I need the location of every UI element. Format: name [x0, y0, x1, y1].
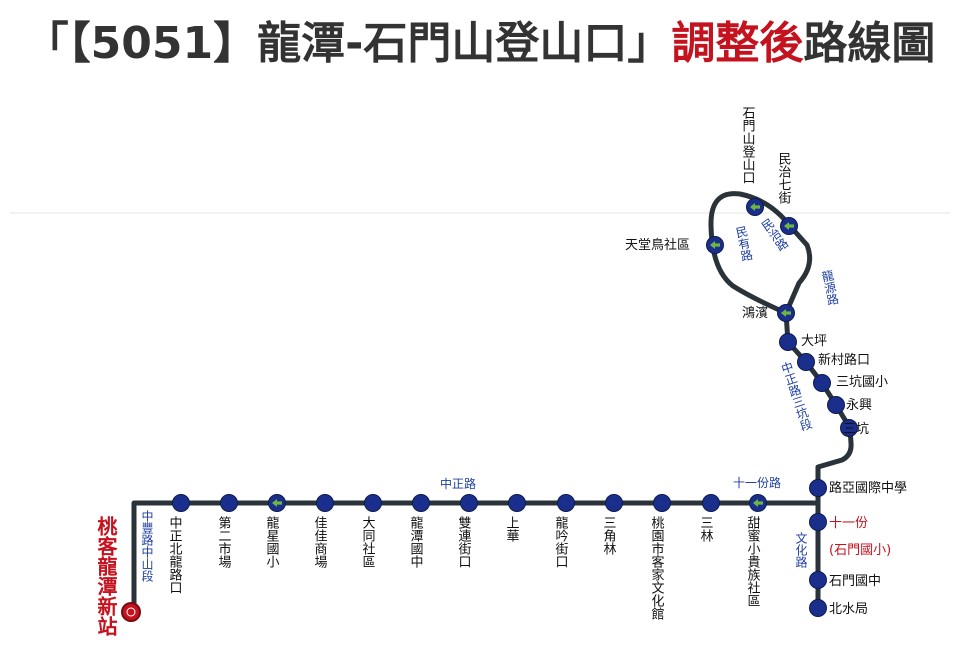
- stop-s15[interactable]: [809, 513, 827, 531]
- bus-stop-icon: [813, 374, 831, 392]
- stop-label-s20: 三坑國小: [836, 375, 888, 390]
- stop-s21[interactable]: [797, 353, 815, 371]
- stop-s24[interactable]: [706, 236, 724, 254]
- stops-layer: 中正北龍路口 第二市場 龍星國小 佳佳商場 大同社區 龍潭國中 雙連街口 上華 龍吟街口 三角林 桃…: [167, 106, 908, 620]
- bus-stop-icon: [557, 494, 575, 512]
- title-part-route: 「【5051】龍潭-石門山登山口」: [24, 18, 672, 69]
- stop-label-s19: 永興: [846, 398, 872, 413]
- road-label-minyou: 民有路: [733, 225, 754, 264]
- transfer-arrow-icon: [750, 203, 760, 211]
- stop-s9[interactable]: [557, 494, 575, 512]
- title-part-map: 路線圖: [803, 18, 936, 69]
- title-part-adjusted: 調整後: [671, 18, 804, 69]
- road-label-wenhua: 文化路: [794, 531, 808, 569]
- stop-label-s5: 大同社區: [360, 516, 376, 568]
- transfer-arrow-icon: [272, 499, 282, 507]
- bus-stop-icon: [840, 419, 858, 437]
- stop-s26[interactable]: [780, 217, 798, 235]
- bus-stop-icon: [809, 513, 827, 531]
- stop-s12[interactable]: [702, 494, 720, 512]
- stop-label-s24: 天堂鳥社區: [625, 237, 690, 253]
- bus-stop-icon: [827, 396, 845, 414]
- bus-stop-icon: [809, 571, 827, 589]
- bus-stop-icon: [220, 494, 238, 512]
- bus-stop-icon: [702, 494, 720, 512]
- stop-label-s9: 龍吟街口: [553, 515, 569, 568]
- terminal-label: 桃客龍潭新站: [94, 516, 118, 636]
- terminal-stop-icon: [121, 602, 141, 622]
- transfer-arrow-icon: [784, 222, 794, 230]
- stop-s14[interactable]: [809, 479, 827, 497]
- bus-stop-icon: [172, 494, 190, 512]
- stop-s18[interactable]: [840, 419, 858, 437]
- stop-s2[interactable]: [220, 494, 238, 512]
- stop-label-s2: 第二市場: [216, 516, 232, 568]
- bus-stop-icon: [653, 494, 671, 512]
- stop-s19[interactable]: [827, 396, 845, 414]
- stop-s7[interactable]: [460, 494, 478, 512]
- stop-label-s26: 民治七街: [776, 152, 792, 204]
- terminal-ring: [126, 607, 136, 617]
- stop-label-s13: 甜蜜小貴族社區: [745, 515, 761, 607]
- stop-label-s4: 佳佳商場: [312, 516, 328, 568]
- stop-s8[interactable]: [508, 494, 526, 512]
- stop-s16[interactable]: [809, 571, 827, 589]
- stop-s20[interactable]: [813, 374, 831, 392]
- stop-s13[interactable]: [749, 494, 767, 512]
- stop-s10[interactable]: [605, 494, 623, 512]
- road-label-shiyifen: 十一份路: [733, 475, 781, 490]
- stop-label-s1: 中正北龍路口: [167, 516, 183, 594]
- stop-label-s21: 新村路口: [818, 352, 870, 368]
- bus-stop-icon: [797, 353, 815, 371]
- terminal-stop[interactable]: [121, 602, 141, 622]
- stop-label-s3: 龍星國小: [264, 515, 280, 569]
- stop-label-s17: 北水局: [829, 602, 868, 617]
- bus-stop-icon: [779, 333, 797, 351]
- stop-label-s14: 路亞國際中學: [829, 480, 907, 496]
- stop-s5[interactable]: [364, 494, 382, 512]
- bus-stop-icon: [460, 494, 478, 512]
- stop-label-s11: 桃園市客家文化館: [649, 516, 665, 620]
- transfer-arrow-icon: [781, 309, 791, 317]
- transfer-arrow-icon: [753, 499, 763, 507]
- road-label-longyuan: 龍源路: [819, 267, 841, 307]
- bus-stop-icon: [508, 494, 526, 512]
- stop-s6[interactable]: [412, 494, 430, 512]
- stop-label-s25: 石門山登山口: [740, 106, 756, 184]
- stop-sublabel-s15: (石門國小): [829, 543, 891, 558]
- stop-s17[interactable]: [809, 599, 827, 617]
- stop-label-s6: 龍潭國中: [408, 515, 424, 568]
- stop-label-s22: 大坪: [801, 334, 827, 349]
- road-label-zhongzheng: 中正路: [440, 476, 476, 491]
- bus-stop-icon: [809, 599, 827, 617]
- stop-s22[interactable]: [779, 333, 797, 351]
- road-label-zhongfeng: 中豐路中山段: [140, 509, 154, 583]
- stop-s1[interactable]: [172, 494, 190, 512]
- bus-stop-icon: [316, 494, 334, 512]
- stop-s23[interactable]: [777, 304, 795, 322]
- stop-s4[interactable]: [316, 494, 334, 512]
- stop-label-s8: 上華: [504, 516, 520, 542]
- stop-label-s10: 三角林: [601, 516, 617, 555]
- stop-label-s12: 三林: [698, 516, 714, 542]
- transfer-arrow-icon: [710, 241, 720, 249]
- bus-stop-icon: [605, 494, 623, 512]
- stop-label-s16: 石門國中: [829, 574, 881, 589]
- stop-s11[interactable]: [653, 494, 671, 512]
- stop-label-s15: 十一份: [829, 516, 868, 531]
- bus-stop-icon: [412, 494, 430, 512]
- page-title: 「【5051】龍潭-石門山登山口」調整後路線圖: [0, 12, 960, 76]
- stop-s25[interactable]: [746, 198, 764, 216]
- stop-label-s18: 三坑: [843, 422, 869, 437]
- stop-s3[interactable]: [268, 494, 286, 512]
- bus-stop-icon: [809, 479, 827, 497]
- bus-stop-icon: [364, 494, 382, 512]
- stop-label-s7: 雙連街口: [456, 516, 472, 568]
- stop-label-s23: 鴻濱: [742, 306, 768, 321]
